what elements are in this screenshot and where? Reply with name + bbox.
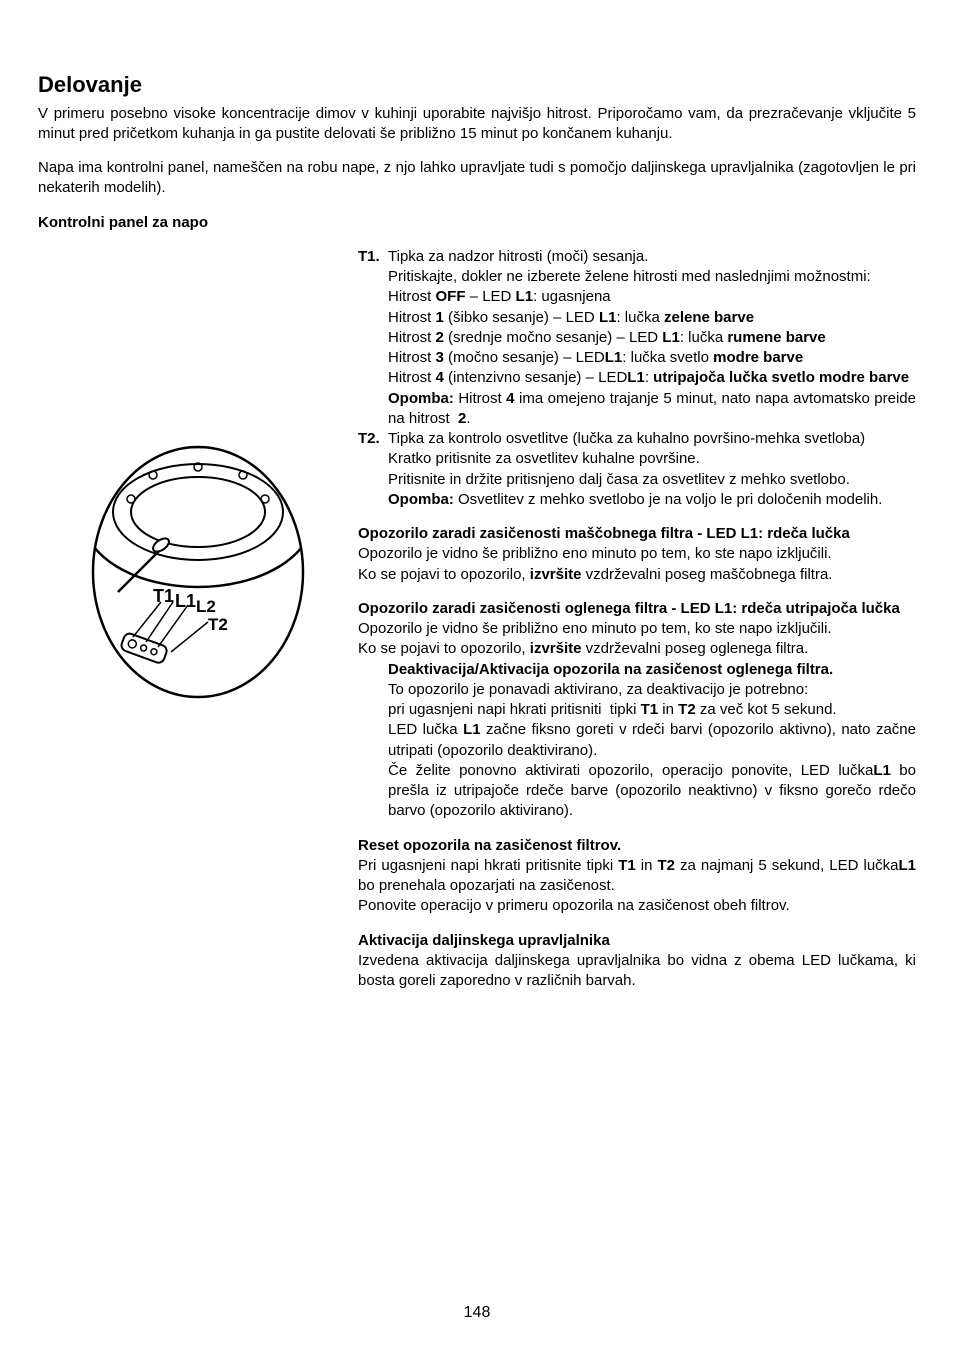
fat-filter-p1: Opozorilo je vidno še približno eno minu… [358,544,916,564]
t2-label: T2. [358,429,388,510]
reset-p2: Ponovite operacijo v primeru opozorila n… [358,896,916,916]
svg-text:T2: T2 [208,615,228,634]
t1-speed-2: Hitrost 2 (srednje močno sesanje) – LED … [388,328,916,348]
t1-note: Opomba: Hitrost 4 ima omejeno trajanje 5… [388,389,916,430]
page-title: Delovanje [38,70,916,100]
svg-text:L2: L2 [196,597,216,616]
t2-line1: Tipka za kontrolo osvetlitve (lučka za k… [388,429,916,449]
svg-text:L1: L1 [175,591,196,611]
diagram-column: T1 L1 L2 T2 [38,247,358,992]
remote-p1: Izvedena aktivacija daljinskega upravlja… [358,951,916,992]
panel-heading: Kontrolni panel za napo [38,213,916,233]
remote-heading: Aktivacija daljinskega upravljalnika [358,931,916,951]
t2-line3: Pritisnite in držite pritisnjeno dalj ča… [388,470,916,490]
reset-heading: Reset opozorila na zasičenost filtrov. [358,836,916,856]
charcoal-filter-heading: Opozorilo zaradi zasičenosti oglenega fi… [358,599,916,619]
t1-label: T1. [358,247,388,429]
deactivation-p3: LED lučka L1 začne fiksno goreti v rdeči… [388,720,916,761]
deactivation-p1: To opozorilo je ponavadi aktivirano, za … [388,680,916,700]
fat-filter-p2: Ko se pojavi to opozorilo, izvršite vzdr… [358,565,916,585]
deactivation-block: Deaktivacija/Aktivacija opozorila na zas… [358,660,916,822]
intro-paragraph-1: V primeru posebno visoke koncentracije d… [38,104,916,145]
svg-text:T1: T1 [153,586,174,606]
t1-speed-4: Hitrost 4 (intenzivno sesanje) – LEDL1: … [388,368,916,388]
reset-p1: Pri ugasnjeni napi hkrati pritisnite tip… [358,856,916,897]
section-fat-filter: Opozorilo zaradi zasičenosti maščobnega … [358,524,916,585]
t1-speed-1: Hitrost 1 (šibko sesanje) – LED L1: lučk… [388,308,916,328]
section-reset: Reset opozorila na zasičenost filtrov. P… [358,836,916,917]
item-t2: T2. Tipka za kontrolo osvetlitve (lučka … [358,429,916,510]
deactivation-p4: Če želite ponovno aktivirati opozorilo, … [388,761,916,822]
section-charcoal-filter: Opozorilo zaradi zasičenosti oglenega fi… [358,599,916,822]
fat-filter-heading: Opozorilo zaradi zasičenosti maščobnega … [358,524,916,544]
intro-paragraph-2: Napa ima kontrolni panel, nameščen na ro… [38,158,916,199]
charcoal-filter-p2: Ko se pojavi to opozorilo, izvršite vzdr… [358,639,916,659]
section-remote: Aktivacija daljinskega upravljalnika Izv… [358,931,916,992]
deactivation-p2: pri ugasnjeni napi hkrati pritisniti tip… [388,700,916,720]
charcoal-filter-p1: Opozorilo je vidno še približno eno minu… [358,619,916,639]
t1-line1: Tipka za nadzor hitrosti (moči) sesanja. [388,247,916,267]
t1-speed-3: Hitrost 3 (močno sesanje) – LEDL1: lučka… [388,348,916,368]
control-panel-diagram: T1 L1 L2 T2 [83,437,313,713]
text-column: T1. Tipka za nadzor hitrosti (moči) sesa… [358,247,916,992]
page-number: 148 [0,1302,954,1324]
t2-line2: Kratko pritisnite za osvetlitev kuhalne … [388,449,916,469]
t2-note: Opomba: Osvetlitev z mehko svetlobo je n… [388,490,916,510]
t1-speed-off: Hitrost OFF – LED L1: ugasnjena [388,287,916,307]
item-t1: T1. Tipka za nadzor hitrosti (moči) sesa… [358,247,916,429]
deactivation-heading: Deaktivacija/Aktivacija opozorila na zas… [388,660,916,680]
t1-line2: Pritiskajte, dokler ne izberete želene h… [388,267,916,287]
